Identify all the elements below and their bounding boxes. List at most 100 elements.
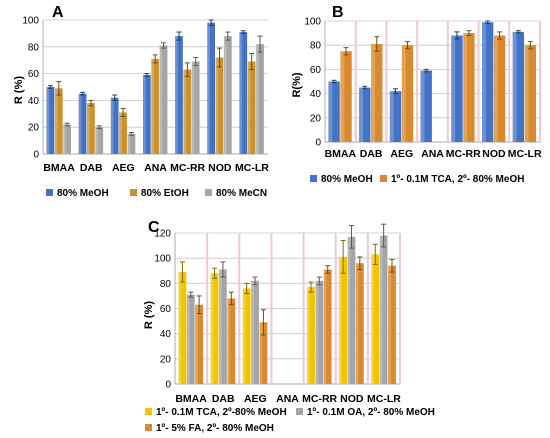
bar-highlight	[247, 61, 251, 154]
bar	[227, 298, 236, 384]
bar-highlight	[223, 36, 227, 154]
bar-highlight	[371, 43, 376, 142]
bar-highlight	[227, 298, 231, 384]
bar-highlight	[87, 103, 90, 154]
bar	[347, 236, 356, 384]
bar-highlight	[359, 87, 364, 142]
bar-highlight	[239, 32, 243, 155]
x-tick-label: NOD	[340, 393, 364, 405]
bar-highlight	[389, 91, 394, 142]
bar	[219, 269, 227, 384]
legend-swatch	[310, 175, 317, 182]
legend-swatch	[205, 189, 212, 196]
y-tick-label: 100	[154, 254, 171, 265]
x-tick-label: DAB	[212, 393, 235, 405]
bar-highlight	[127, 133, 131, 154]
bar-highlight	[151, 58, 155, 154]
bar	[481, 22, 494, 142]
bar	[159, 45, 168, 154]
y-tick-label: 20	[28, 123, 40, 134]
bar	[328, 81, 340, 142]
bar	[307, 287, 315, 384]
bar	[119, 112, 127, 154]
bar-highlight	[95, 127, 99, 154]
bar-highlight	[463, 33, 468, 142]
bar	[191, 61, 200, 154]
bar	[239, 32, 248, 155]
x-tick-label: MC-RR	[170, 162, 205, 174]
bar	[493, 35, 506, 142]
bar-highlight	[63, 124, 66, 154]
x-tick-label: MC-RR	[446, 148, 481, 160]
bar-highlight	[186, 294, 190, 384]
x-tick-label: MC-LR	[367, 393, 401, 405]
y-tick-label: 20	[310, 113, 322, 124]
legend-label: 1º- 0.1M TCA, 2º-80% MeOH	[156, 407, 287, 418]
x-tick-label: MC-RR	[302, 393, 337, 405]
bar	[401, 45, 414, 143]
bar	[315, 280, 324, 384]
bar-highlight	[347, 236, 351, 384]
x-tick-label: BMAA	[175, 393, 207, 405]
bar-highlight	[195, 304, 198, 384]
bar-highlight	[379, 235, 383, 384]
bar	[127, 133, 136, 154]
y-tick-label: 80	[310, 41, 322, 52]
bar-highlight	[315, 280, 319, 384]
y-axis-label: R (%)	[143, 301, 155, 329]
bar	[223, 36, 232, 154]
y-tick-label: 20	[160, 354, 172, 365]
bar	[259, 322, 268, 384]
bar	[183, 69, 192, 154]
bar-highlight	[493, 35, 498, 142]
bar-highlight	[420, 70, 425, 142]
bar-highlight	[219, 269, 222, 384]
legend-swatch	[145, 408, 152, 415]
bar-highlight	[340, 51, 345, 142]
bar	[87, 103, 95, 154]
legend-label: 80% EtOH	[141, 188, 189, 199]
bar-highlight	[307, 287, 310, 384]
x-tick-label: DAB	[360, 148, 383, 160]
y-tick-label: 60	[310, 65, 322, 76]
x-tick-label: ANA	[144, 162, 167, 174]
bar	[46, 87, 55, 154]
bar	[195, 304, 204, 384]
y-tick-label: 0	[315, 138, 321, 149]
bar-highlight	[46, 87, 50, 154]
legend-label: 80% MeOH	[57, 188, 109, 199]
bar-highlight	[54, 88, 58, 154]
bar-highlight	[183, 69, 187, 154]
legend-label: 1º- 0.1M OA, 2º- 80% MeOH	[307, 407, 435, 418]
bar-highlight	[251, 280, 254, 384]
legend-swatch	[145, 424, 152, 431]
bar-highlight	[323, 269, 327, 384]
x-tick-label: MC-LR	[235, 162, 269, 174]
bar	[389, 91, 402, 142]
bar	[186, 294, 195, 384]
x-tick-label: NOD	[208, 162, 232, 174]
x-tick-label: AEG	[112, 162, 135, 174]
bar-highlight	[328, 81, 333, 142]
bar-highlight	[119, 112, 122, 154]
bar-highlight	[215, 57, 219, 154]
bar	[524, 45, 537, 143]
bar-highlight	[142, 74, 146, 154]
y-tick-label: 0	[165, 380, 171, 391]
x-tick-label: AEG	[244, 393, 267, 405]
bar-highlight	[78, 93, 82, 154]
bar	[355, 263, 364, 384]
x-tick-label: BMAA	[43, 162, 75, 174]
bar	[463, 33, 475, 142]
bar-highlight	[178, 272, 182, 384]
x-tick-label: AEG	[390, 148, 413, 160]
legend-swatch	[380, 175, 387, 182]
legend-label: 80% MeCN	[216, 188, 267, 199]
bar-highlight	[191, 61, 195, 154]
x-tick-label: ANA	[421, 148, 444, 160]
x-tick-label: BMAA	[325, 148, 357, 160]
x-tick-label: NOD	[482, 148, 506, 160]
legend-swatch	[296, 408, 303, 415]
bar-highlight	[242, 288, 246, 384]
